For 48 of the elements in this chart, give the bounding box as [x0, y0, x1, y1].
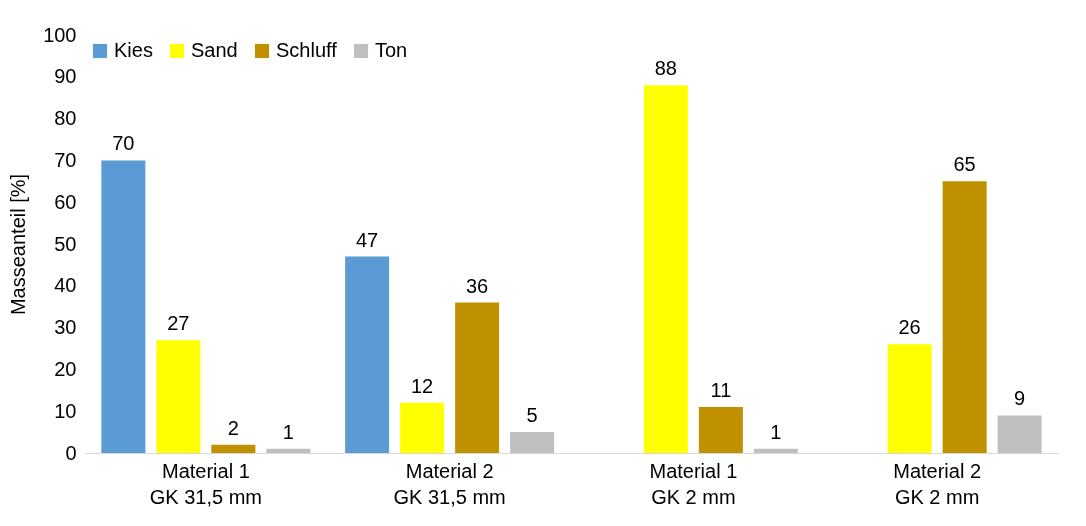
y-axis-title: Masseanteil [%] — [7, 173, 30, 316]
bar — [400, 402, 445, 453]
y-tick-label: 0 — [65, 441, 77, 464]
legend-label: Sand — [191, 39, 238, 61]
y-tick-label: 10 — [54, 399, 77, 422]
data-label: 11 — [710, 379, 732, 402]
data-label: 1 — [770, 420, 782, 443]
legend-label: Kies — [114, 39, 153, 61]
bar — [887, 344, 932, 453]
bar — [455, 302, 500, 453]
y-tick-label: 100 — [43, 23, 77, 46]
y-tick-label: 90 — [54, 65, 77, 88]
bar — [698, 407, 743, 453]
y-tick-label: 70 — [54, 148, 77, 171]
x-tick-label: Material 1 GK 2 mm — [649, 459, 738, 508]
bar — [753, 448, 798, 453]
legend-label: Ton — [375, 39, 408, 61]
data-label: 26 — [898, 316, 921, 339]
bar — [997, 415, 1042, 453]
bar — [510, 432, 555, 453]
data-label: 2 — [227, 416, 239, 439]
y-tick-label: 40 — [54, 274, 77, 297]
data-label: 27 — [167, 312, 190, 335]
y-tick-label: 30 — [54, 316, 77, 339]
x-tick-label: Material 2 GK 2 mm — [893, 459, 982, 508]
bar — [211, 444, 256, 453]
data-label: 88 — [654, 57, 677, 80]
data-label: 1 — [282, 420, 294, 443]
y-tick-label: 60 — [54, 190, 77, 213]
bar — [345, 256, 390, 453]
y-tick-label: 50 — [54, 232, 77, 255]
x-tick-label: Material 2 GK 31,5 mm — [393, 459, 506, 508]
x-tick-label: Material 1 GK 31,5 mm — [149, 459, 263, 508]
bar — [101, 160, 146, 453]
data-label: 12 — [411, 374, 434, 397]
data-label: 47 — [356, 228, 379, 251]
y-tick-label: 20 — [54, 357, 77, 380]
data-label: 36 — [466, 274, 489, 297]
bar — [643, 85, 688, 453]
bar — [942, 181, 987, 453]
bar — [266, 448, 311, 453]
legend-label: Schluff — [276, 39, 338, 61]
data-label: 65 — [953, 153, 976, 176]
data-label: 70 — [112, 132, 135, 155]
y-tick-label: 80 — [54, 107, 77, 130]
bar — [156, 340, 201, 453]
data-label: 5 — [526, 404, 538, 427]
data-label: 9 — [1014, 387, 1026, 410]
